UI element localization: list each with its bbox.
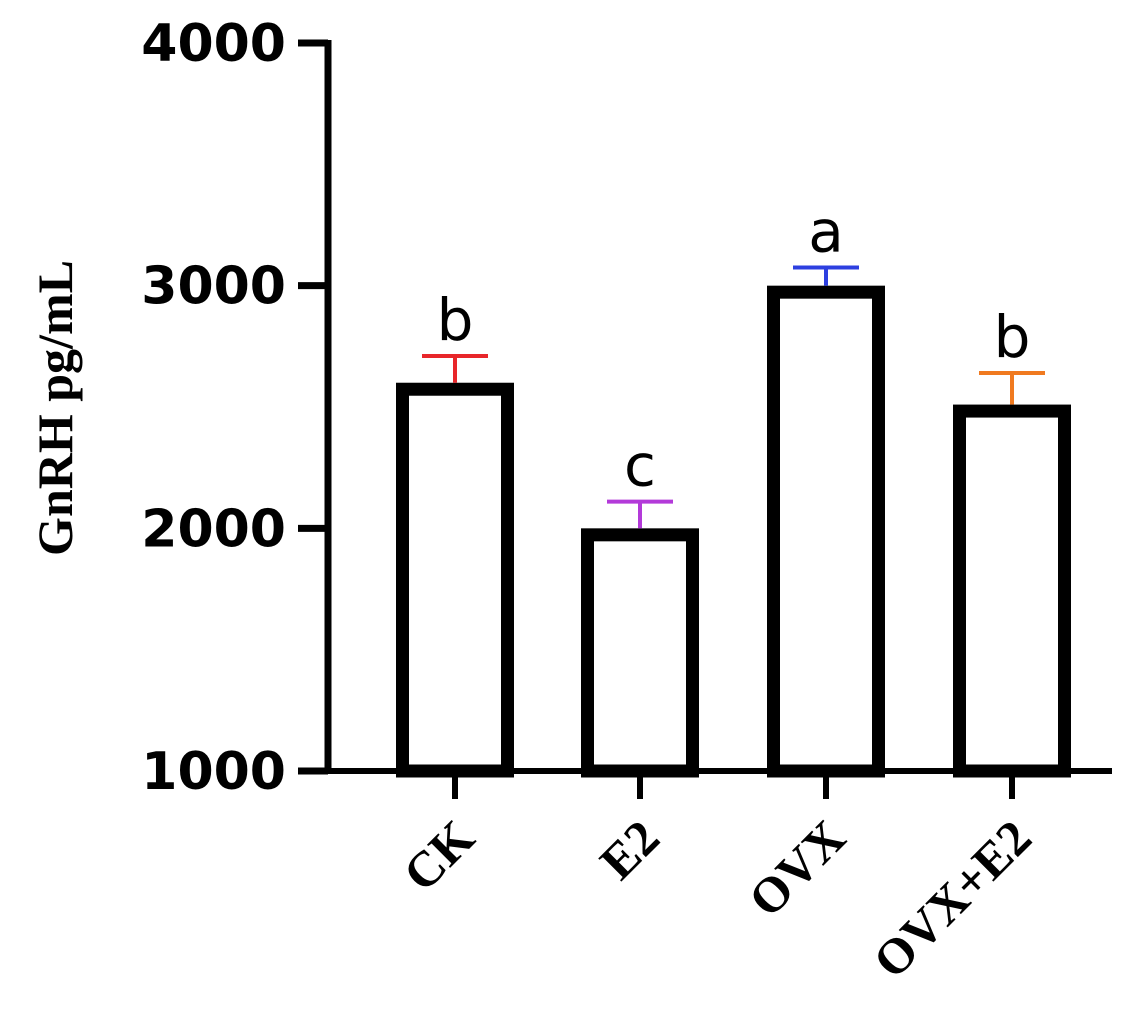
y-tick-label: 4000	[141, 14, 286, 74]
bar-ovx	[767, 285, 885, 778]
y-tick-label: 1000	[141, 742, 286, 802]
significance-label: b	[994, 303, 1031, 371]
bar-e2	[581, 528, 699, 778]
bars	[396, 285, 1071, 778]
y-axis-label: GnRH pg/mL	[27, 260, 83, 556]
y-tick-label: 2000	[141, 499, 286, 559]
significance-label: a	[808, 197, 844, 265]
significance-label: b	[437, 286, 474, 354]
x-tick-label: OVX	[738, 809, 856, 927]
axes: 1000 2000 3000 4000	[141, 14, 1112, 802]
x-tick-label: CK	[392, 809, 485, 902]
bar-ck	[396, 382, 514, 778]
error-bars	[422, 265, 1045, 529]
x-tick-label: OVX+E2	[862, 809, 1042, 989]
bar-ovx-e2	[953, 404, 1071, 778]
y-tick-label: 3000	[141, 257, 286, 317]
significance-label: c	[624, 432, 656, 500]
x-tick-label: E2	[589, 809, 670, 890]
